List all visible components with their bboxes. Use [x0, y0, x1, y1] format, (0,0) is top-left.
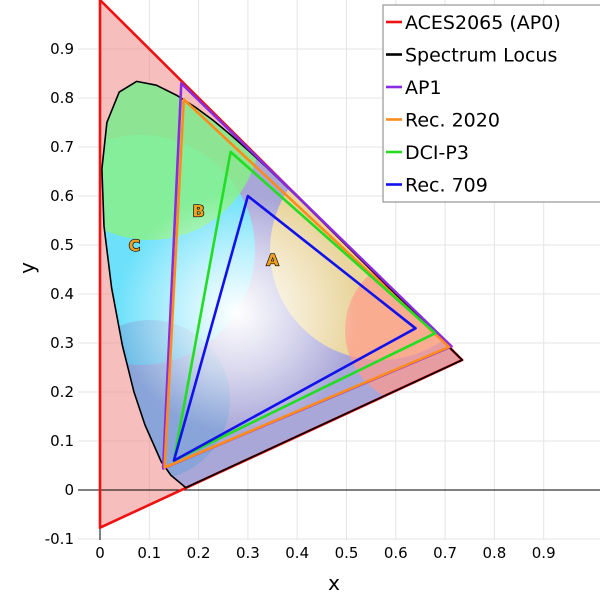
legend-label: AP1	[405, 77, 442, 99]
y-tick-label: 0.2	[50, 383, 74, 401]
x-tick-label: 0.4	[285, 544, 309, 562]
y-tick-label: 0.5	[50, 236, 74, 254]
x-tick-label: 0.8	[482, 544, 506, 562]
y-tick-label: 0.8	[50, 89, 74, 107]
legend-box	[382, 4, 600, 203]
x-tick-label: 0.5	[335, 544, 359, 562]
legend: ACES2065 (AP0) Spectrum Locus AP1 Rec. 2020…	[382, 4, 600, 203]
x-tick-label: 0.9	[532, 544, 556, 562]
x-tick-label: 0.1	[137, 544, 161, 562]
region-label-a: A	[266, 251, 279, 270]
y-axis-title: y	[15, 262, 39, 274]
series-rec-709-line	[172, 194, 417, 462]
annotations: A B C	[128, 201, 280, 270]
y-tick-label: 0.1	[50, 432, 74, 450]
x-tick-label: 0.2	[187, 544, 211, 562]
y-tick-label: 0.4	[50, 285, 74, 303]
y-tick-label: -0.1	[45, 530, 74, 548]
legend-label: Rec. 709	[405, 175, 488, 197]
x-axis-title: x	[328, 571, 340, 595]
legend-label: Spectrum Locus	[405, 45, 557, 67]
series-rec-2020-line	[163, 98, 451, 469]
series	[98, 0, 464, 529]
y-tick-label: 0	[64, 481, 74, 499]
y-tick-label: 0.3	[50, 334, 74, 352]
series-spectrum-locus-line	[101, 80, 463, 489]
x-tick-label: 0.7	[433, 544, 457, 562]
y-tick-label: 0.7	[50, 138, 74, 156]
x-tick-label: 0	[95, 544, 105, 562]
x-tick-label: 0.3	[236, 544, 260, 562]
region-label-b: B	[192, 202, 204, 221]
tick-labels: 0 0.1 0.2 0.3 0.4 0.5 0.6 0.7 0.8 0.9 -0.1 0 0.1 0.2 0…	[45, 40, 556, 562]
region-label-c: C	[129, 236, 141, 255]
legend-label: ACES2065 (AP0)	[405, 12, 561, 34]
y-tick-label: 0.6	[50, 187, 74, 205]
legend-label: DCI-P3	[405, 142, 469, 164]
x-tick-label: 0.6	[384, 544, 408, 562]
y-tick-label: 0.9	[50, 40, 74, 58]
series-dci-p3-line	[172, 150, 437, 462]
legend-label: Rec. 2020	[405, 110, 500, 132]
